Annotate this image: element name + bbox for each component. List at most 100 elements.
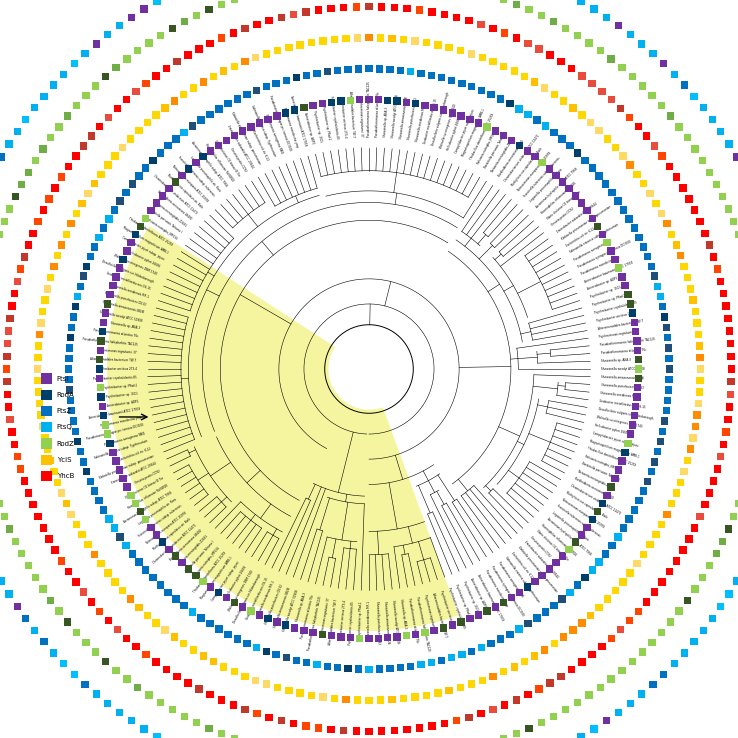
Text: Psychromonas ingrahamii 37: Psychromonas ingrahamii 37 — [97, 348, 137, 355]
Bar — [77, 448, 84, 455]
Bar — [725, 328, 733, 335]
Text: Escherichia coli str. K-12: Escherichia coli str. K-12 — [119, 446, 151, 462]
Bar — [640, 551, 647, 558]
Bar — [458, 112, 465, 120]
Bar — [8, 303, 15, 310]
Bar — [72, 152, 80, 159]
Bar — [660, 671, 667, 678]
Bar — [706, 169, 714, 176]
Bar — [624, 291, 632, 298]
Bar — [253, 644, 261, 651]
Bar — [536, 45, 543, 52]
Bar — [355, 666, 362, 673]
Bar — [559, 596, 566, 603]
Bar — [315, 7, 323, 14]
Bar — [337, 97, 345, 105]
Bar — [313, 661, 320, 669]
Bar — [428, 723, 435, 730]
Bar — [66, 334, 74, 341]
Bar — [353, 3, 360, 10]
Bar — [365, 34, 373, 41]
Bar — [127, 135, 134, 142]
Bar — [638, 690, 646, 697]
Bar — [171, 178, 179, 185]
Text: Shewanella putrefaciens CN-32: Shewanella putrefaciens CN-32 — [407, 97, 418, 140]
Bar — [599, 500, 606, 508]
Bar — [140, 725, 148, 733]
Bar — [58, 489, 66, 497]
Text: Desulfovibrio vulgaris str. Hildenborough: Desulfovibrio vulgaris str. Hildenboroug… — [101, 259, 154, 284]
Bar — [100, 412, 108, 419]
Bar — [128, 717, 135, 725]
Bar — [142, 651, 150, 658]
Bar — [690, 638, 697, 646]
Bar — [418, 69, 425, 77]
Bar — [500, 735, 507, 738]
Text: Shewanella oneidensis MR-1: Shewanella oneidensis MR-1 — [367, 601, 371, 641]
Bar — [215, 106, 222, 113]
Bar — [449, 621, 456, 629]
Bar — [612, 587, 619, 594]
Bar — [32, 157, 39, 165]
Text: Helicobacter pylori 26695: Helicobacter pylori 26695 — [225, 565, 247, 597]
Bar — [273, 618, 280, 626]
Text: Klebsiella pneumoniae subsp. pneumoniae: Klebsiella pneumoniae subsp. pneumoniae — [230, 111, 262, 165]
Bar — [134, 47, 142, 55]
Bar — [638, 648, 646, 655]
Bar — [559, 178, 567, 185]
Bar — [365, 96, 373, 103]
Bar — [80, 588, 87, 596]
Bar — [315, 724, 323, 731]
Bar — [31, 627, 38, 634]
Bar — [440, 624, 447, 632]
Text: Methylococcus capsulatus str. Bath: Methylococcus capsulatus str. Bath — [565, 491, 608, 520]
Bar — [531, 78, 538, 86]
Bar — [68, 407, 75, 415]
Bar — [607, 483, 615, 491]
Bar — [293, 74, 300, 81]
Bar — [648, 638, 655, 646]
Bar — [128, 180, 136, 187]
Bar — [253, 87, 261, 94]
Text: Shewanella sp. ANA-3: Shewanella sp. ANA-3 — [110, 322, 140, 331]
Bar — [123, 96, 130, 103]
Bar — [506, 100, 514, 108]
Bar — [46, 274, 54, 281]
Bar — [446, 687, 453, 694]
Bar — [135, 604, 142, 611]
Bar — [35, 388, 42, 396]
Text: Enterobacter sakazakii ATCC 29544: Enterobacter sakazakii ATCC 29544 — [556, 202, 598, 234]
Text: Geobacter metallireducens GS-15: Geobacter metallireducens GS-15 — [599, 399, 646, 410]
Bar — [453, 717, 461, 724]
Bar — [589, 215, 596, 222]
Bar — [87, 253, 94, 261]
Bar — [178, 559, 185, 567]
Text: Shewanella oneidensis MR-1: Shewanella oneidensis MR-1 — [110, 283, 148, 299]
Bar — [557, 58, 565, 66]
Bar — [458, 651, 466, 658]
Bar — [11, 441, 18, 448]
Bar — [690, 92, 697, 100]
Bar — [651, 458, 658, 466]
Bar — [190, 84, 197, 92]
Bar — [640, 488, 647, 495]
Bar — [41, 638, 48, 646]
Bar — [545, 565, 553, 573]
Bar — [706, 489, 713, 497]
Text: Magnetospirillum magneticum AMB-1: Magnetospirillum magneticum AMB-1 — [122, 225, 169, 255]
Bar — [686, 536, 693, 543]
Text: Acinetobacter sp. ADP1: Acinetobacter sp. ADP1 — [469, 577, 487, 608]
Text: Helicobacter pylori 26695: Helicobacter pylori 26695 — [128, 250, 161, 269]
Bar — [475, 120, 482, 127]
Bar — [365, 3, 373, 10]
Bar — [569, 627, 576, 634]
Bar — [717, 453, 724, 461]
Text: Shewanella oneidensis MR-1: Shewanella oneidensis MR-1 — [257, 581, 276, 618]
Bar — [231, 735, 238, 738]
Bar — [648, 92, 655, 100]
Bar — [132, 88, 139, 95]
Bar — [448, 77, 455, 84]
Text: Aeromonas hydrophila subsp. ATCC 7966: Aeromonas hydrophila subsp. ATCC 7966 — [190, 140, 227, 187]
Text: Magnetospirillum magneticum AMB-1: Magnetospirillum magneticum AMB-1 — [200, 556, 234, 600]
Bar — [96, 123, 103, 130]
